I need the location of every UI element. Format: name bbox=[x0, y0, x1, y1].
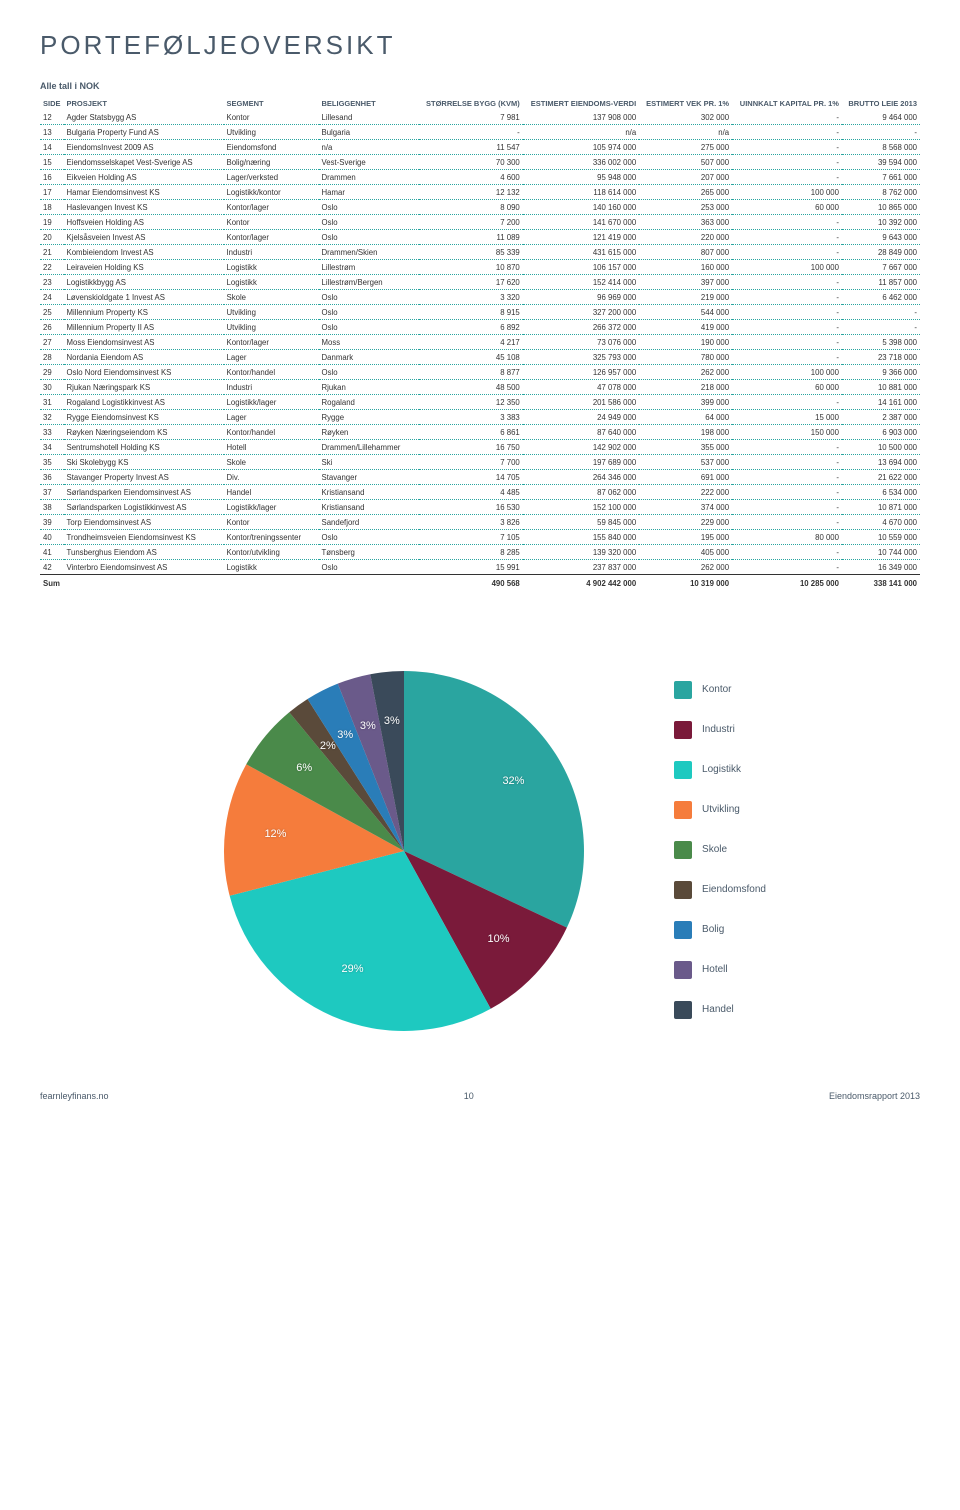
page-footer: fearnleyfinans.no 10 Eiendomsrapport 201… bbox=[0, 1081, 960, 1121]
table-row: 33Røyken Næringseiendom KSKontor/handelR… bbox=[40, 425, 920, 440]
pie-legend: Kontor Industri Logistikk Utvikling Skole Eie… bbox=[674, 641, 766, 1019]
legend-item: Hotell bbox=[674, 961, 766, 979]
table-row: 14EiendomsInvest 2009 ASEiendomsfondn/a1… bbox=[40, 140, 920, 155]
table-row: 38Sørlandsparken Logistikkinvest ASLogis… bbox=[40, 500, 920, 515]
table-row: 40Trondheimsveien Eiendomsinvest KSKonto… bbox=[40, 530, 920, 545]
legend-label: Logistikk bbox=[702, 764, 741, 775]
legend-label: Bolig bbox=[702, 924, 724, 935]
pie-label: 3% bbox=[337, 729, 353, 741]
legend-item: Industri bbox=[674, 721, 766, 739]
legend-item: Skole bbox=[674, 841, 766, 859]
table-row: 36Stavanger Property Invest ASDiv.Stavan… bbox=[40, 470, 920, 485]
legend-swatch bbox=[674, 721, 692, 739]
table-row: 37Sørlandsparken Eiendomsinvest ASHandel… bbox=[40, 485, 920, 500]
table-row: 24Løvenskioldgate 1 Invest ASSkoleOslo3 … bbox=[40, 290, 920, 305]
legend-swatch bbox=[674, 761, 692, 779]
legend-label: Utvikling bbox=[702, 804, 740, 815]
table-row: 31Rogaland Logistikkinvest ASLogistikk/l… bbox=[40, 395, 920, 410]
legend-item: Kontor bbox=[674, 681, 766, 699]
pie-label: 29% bbox=[342, 963, 364, 975]
legend-label: Industri bbox=[702, 724, 735, 735]
legend-item: Bolig bbox=[674, 921, 766, 939]
th-prosjekt: PROSJEKT bbox=[64, 97, 224, 110]
th-segment: SEGMENT bbox=[224, 97, 319, 110]
table-row: 26Millennium Property II ASUtviklingOslo… bbox=[40, 320, 920, 335]
table-row: 13Bulgaria Property Fund ASUtviklingBulg… bbox=[40, 125, 920, 140]
subtitle: Alle tall i NOK bbox=[40, 81, 920, 91]
th-vek: ESTIMERT VEK PR. 1% bbox=[639, 97, 732, 110]
legend-swatch bbox=[674, 801, 692, 819]
th-eiendomsverdi: ESTIMERT EIENDOMS-VERDI bbox=[523, 97, 639, 110]
portfolio-table: SIDE PROSJEKT SEGMENT BELIGGENHET STØRRE… bbox=[40, 97, 920, 591]
table-row: 17Hamar Eiendomsinvest KSLogistikk/konto… bbox=[40, 185, 920, 200]
legend-label: Eiendomsfond bbox=[702, 884, 766, 895]
footer-right: Eiendomsrapport 2013 bbox=[829, 1091, 920, 1101]
legend-item: Eiendomsfond bbox=[674, 881, 766, 899]
table-row: 16Eikveien Holding ASLager/verkstedDramm… bbox=[40, 170, 920, 185]
th-beliggenhet: BELIGGENHET bbox=[319, 97, 419, 110]
legend-item: Handel bbox=[674, 1001, 766, 1019]
th-storrelse: STØRRELSE BYGG (KVM) bbox=[419, 97, 523, 110]
pie-label: 3% bbox=[360, 720, 376, 732]
table-row: 35Ski Skolebygg KSSkoleSki7 700197 689 0… bbox=[40, 455, 920, 470]
table-row: 20Kjelsåsveien Invest ASKontor/lagerOslo… bbox=[40, 230, 920, 245]
table-row: 41Tunsberghus Eiendom ASKontor/utvikling… bbox=[40, 545, 920, 560]
table-row: 15Eiendomsselskapet Vest-Sverige ASBolig… bbox=[40, 155, 920, 170]
legend-label: Skole bbox=[702, 844, 727, 855]
table-row: 42Vinterbro Eiendomsinvest ASLogistikkOs… bbox=[40, 560, 920, 575]
footer-left: fearnleyfinans.no bbox=[40, 1091, 109, 1101]
pie-label: 12% bbox=[264, 828, 286, 840]
table-sum-row: Sum490 5684 902 442 00010 319 00010 285 … bbox=[40, 575, 920, 591]
table-row: 25Millennium Property KSUtviklingOslo8 9… bbox=[40, 305, 920, 320]
table-row: 39Torp Eiendomsinvest ASKontorSandefjord… bbox=[40, 515, 920, 530]
legend-label: Hotell bbox=[702, 964, 728, 975]
table-row: 32Rygge Eiendomsinvest KSLagerRygge3 383… bbox=[40, 410, 920, 425]
legend-swatch bbox=[674, 841, 692, 859]
table-row: 29Oslo Nord Eiendomsinvest KSKontor/hand… bbox=[40, 365, 920, 380]
table-row: 27Moss Eiendomsinvest ASKontor/lagerMoss… bbox=[40, 335, 920, 350]
th-side: SIDE bbox=[40, 97, 64, 110]
table-row: 28Nordania Eiendom ASLagerDanmark45 1083… bbox=[40, 350, 920, 365]
legend-item: Logistikk bbox=[674, 761, 766, 779]
table-row: 23Logistikkbygg ASLogistikkLillestrøm/Be… bbox=[40, 275, 920, 290]
legend-swatch bbox=[674, 961, 692, 979]
table-row: 30Rjukan Næringspark KSIndustriRjukan48 … bbox=[40, 380, 920, 395]
table-row: 21Kombieiendom Invest ASIndustriDrammen/… bbox=[40, 245, 920, 260]
table-row: 22Leiraveien Holding KSLogistikkLillestr… bbox=[40, 260, 920, 275]
pie-label: 32% bbox=[502, 775, 524, 787]
pie-label: 3% bbox=[384, 715, 400, 727]
legend-swatch bbox=[674, 1001, 692, 1019]
legend-swatch bbox=[674, 921, 692, 939]
legend-label: Kontor bbox=[702, 684, 731, 695]
legend-swatch bbox=[674, 881, 692, 899]
th-brutto: BRUTTO LEIE 2013 bbox=[842, 97, 920, 110]
pie-label: 6% bbox=[296, 762, 312, 774]
pie-label: 10% bbox=[487, 933, 509, 945]
table-row: 34Sentrumshotell Holding KSHotellDrammen… bbox=[40, 440, 920, 455]
footer-center: 10 bbox=[464, 1091, 474, 1101]
legend-item: Utvikling bbox=[674, 801, 766, 819]
th-kapital: UINNKALT KAPITAL PR. 1% bbox=[732, 97, 842, 110]
legend-label: Handel bbox=[702, 1004, 734, 1015]
legend-swatch bbox=[674, 681, 692, 699]
pie-chart: 32%10%29%12%6%2%3%3%3% bbox=[194, 641, 614, 1061]
pie-label: 2% bbox=[320, 740, 336, 752]
page-title: PORTEFØLJEOVERSIKT bbox=[40, 30, 920, 61]
table-row: 18Haslevangen Invest KSKontor/lagerOslo8… bbox=[40, 200, 920, 215]
table-row: 19Hoffsveien Holding ASKontorOslo7 20014… bbox=[40, 215, 920, 230]
table-row: 12Agder Statsbygg ASKontorLillesand7 981… bbox=[40, 110, 920, 125]
